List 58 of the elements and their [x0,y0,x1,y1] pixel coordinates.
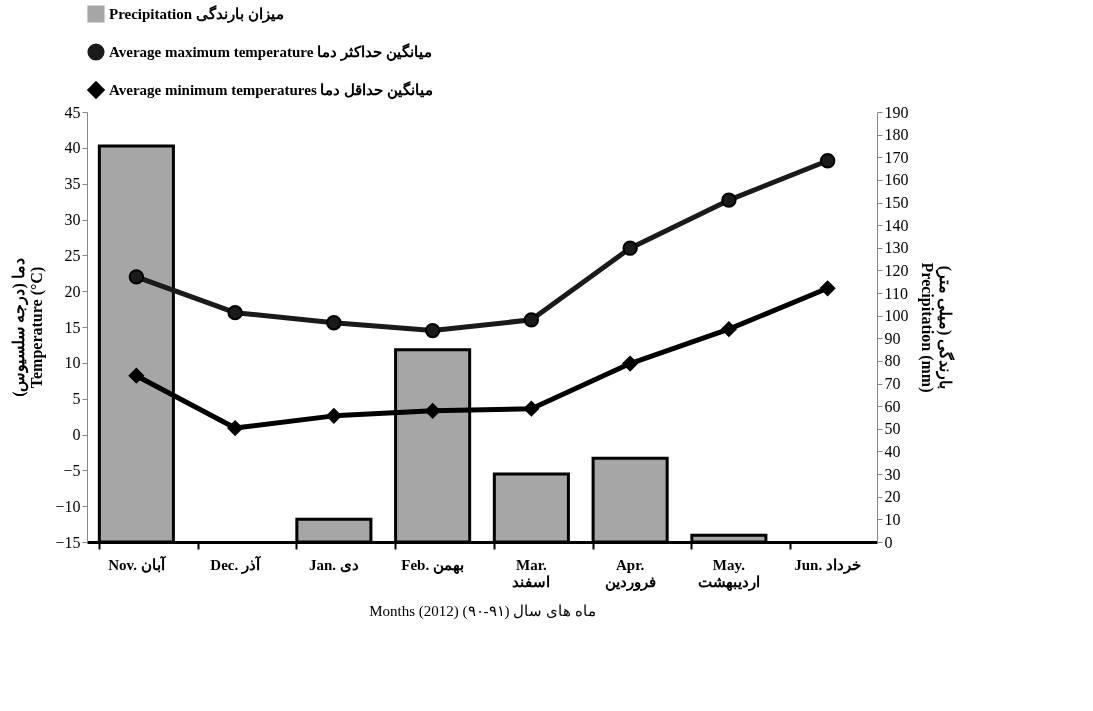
y2-tick-label: 20 [884,488,901,506]
point [819,280,836,297]
y-tick-label: −5 [63,461,81,479]
point [721,192,737,208]
y2-tick-label: 10 [884,510,901,528]
y-tick-label: 45 [64,103,81,121]
point [424,403,441,419]
y-tick-label: 40 [64,139,81,157]
y-tick-label: 10 [64,354,81,372]
y-tick-label: 15 [64,318,81,336]
legend-label: Precipitation میزان بارندگی [109,5,284,23]
y2-tick-label: 90 [884,329,901,347]
point [326,315,342,331]
point [227,304,243,321]
y-tick-label: −15 [55,533,81,551]
y-tick-label: 35 [64,175,81,193]
y2-tick-label: 0 [884,533,893,551]
y2-tick-label: 190 [884,103,909,121]
point [721,321,737,337]
y2-tick-label: 130 [884,239,909,257]
x-tick-label: Jan. دی [308,556,359,573]
legend-label: Average maximum temperature میانگین حداکثر دما [109,43,432,61]
y2-tick-label: 40 [884,442,901,460]
y2-tick-label: 170 [884,148,909,166]
y-tick-label: −10 [55,497,81,515]
y2-tick-label: 100 [884,307,909,325]
y2-tick-label: 150 [884,194,909,212]
y2-tick-label: 50 [884,420,901,438]
point [523,312,540,328]
x-tick-label: Jun. خرداد [794,556,861,574]
legend-label: Average minimum temperatures میانگین حداقل دما [109,81,433,99]
point [227,420,243,436]
y2-tick-label: 110 [884,284,908,302]
x-tick-label: Feb. بهمن [401,556,464,574]
x-axis-title: Months (2012) ماه های سال (۹۱-۹۰) [369,602,596,620]
y2-tick-label: 30 [884,465,901,483]
y-tick-label: 25 [64,246,81,264]
y-tick-label: 0 [72,426,81,443]
point [622,355,638,372]
y2-tick-label: 120 [884,261,909,279]
y2-tick-label: 160 [884,171,909,189]
point [326,408,342,424]
y-tick-label: 30 [64,211,81,228]
point [424,322,441,339]
y2-tick-label: 140 [884,216,909,234]
y-tick-label: 5 [72,390,81,408]
y2-tick-label: 70 [884,375,901,393]
x-tick-label: Dec. آذر [210,554,262,574]
x-tick-label: Nov. آبان [108,554,167,573]
point [622,240,638,256]
point [523,400,540,417]
y2-tick-label: 180 [884,126,909,144]
point [819,153,836,169]
point [128,269,145,285]
y-tick-label: 20 [64,282,81,300]
y2-tick-label: 80 [884,352,901,370]
y2-tick-label: 60 [884,397,901,415]
point [128,368,145,384]
